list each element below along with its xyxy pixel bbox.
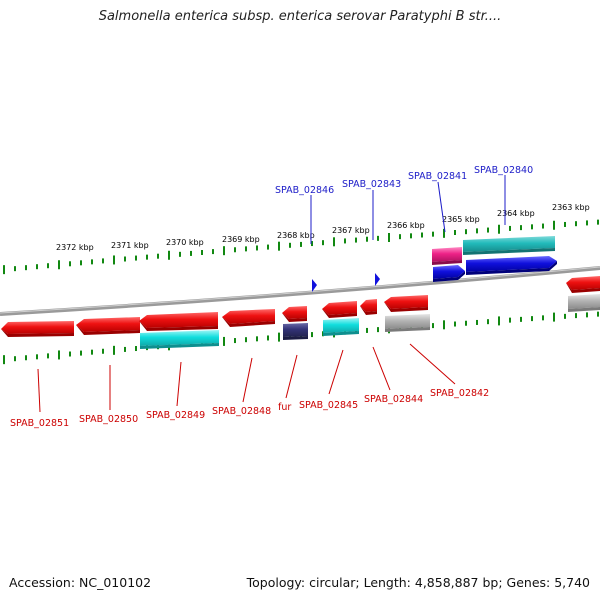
upper-scale-ticks — [3, 219, 599, 275]
gene-label-SPAB_02842[interactable]: SPAB_02842 — [430, 388, 489, 399]
gene-SPAB_02840[interactable] — [466, 256, 557, 275]
gene-label-SPAB_02841[interactable]: SPAB_02841 — [408, 171, 467, 182]
rna-SPAB_02845[interactable] — [323, 318, 359, 336]
top-label-connectors — [310, 175, 506, 244]
gene-SPAB_02845[interactable] — [322, 301, 357, 318]
map-title: Salmonella enterica subsp. enterica sero… — [98, 9, 502, 24]
gene-label-SPAB_02851[interactable]: SPAB_02851 — [10, 418, 69, 429]
bottom-label-connectors — [37, 343, 456, 413]
gene-SPAB_02850[interactable] — [76, 317, 140, 335]
accession-text: Accession: NC_010102 — [9, 575, 152, 590]
gene-label-SPAB_02840[interactable]: SPAB_02840 — [474, 165, 533, 176]
rna-SPAB_02840[interactable] — [463, 236, 555, 255]
scale-label: 2371 kbp — [111, 241, 149, 250]
rna-SPAB_02841[interactable] — [432, 247, 462, 265]
scale-label: 2369 kbp — [222, 235, 260, 244]
gene-SPAB_02849[interactable] — [139, 312, 218, 331]
scale-label: 2364 kbp — [497, 209, 535, 218]
gene-SPAB_02851[interactable] — [1, 321, 74, 337]
scale-label: 2372 kbp — [56, 243, 94, 252]
gene-label-SPAB_02850[interactable]: SPAB_02850 — [79, 414, 138, 425]
gene-label-SPAB_02843[interactable]: SPAB_02843 — [342, 179, 401, 190]
genome-backbone-highlight — [0, 266, 600, 314]
scale-label: 2363 kbp — [552, 203, 590, 212]
genome-summary-text: Topology: circular; Length: 4,858,887 bp… — [246, 575, 590, 590]
gene-label-SPAB_02849[interactable]: SPAB_02849 — [146, 410, 205, 421]
gene-SPAB_02848[interactable] — [222, 309, 275, 327]
scale-label: 2366 kbp — [387, 221, 425, 230]
gene-label-fur[interactable]: fur — [278, 402, 291, 413]
scale-label: 2365 kbp — [442, 215, 480, 224]
gene-fur[interactable] — [282, 306, 307, 322]
gene-label-SPAB_02845[interactable]: SPAB_02845 — [299, 400, 358, 411]
gene-label-SPAB_02846[interactable]: SPAB_02846 — [275, 185, 334, 196]
pseudo-SPAB_02842[interactable] — [385, 314, 430, 332]
gene-SPAB_02842[interactable] — [384, 295, 428, 312]
gene-label-SPAB_02844[interactable]: SPAB_02844 — [364, 394, 423, 405]
gene-SPAB_02844[interactable] — [360, 299, 377, 315]
scale-label: 2370 kbp — [166, 238, 204, 247]
gene-SPAB_02841[interactable] — [433, 265, 465, 282]
rna-fur[interactable] — [283, 323, 308, 340]
scale-label: 2368 kbp — [277, 231, 315, 240]
feature-marker-icon[interactable] — [375, 273, 380, 286]
feature-marker-icon[interactable] — [312, 279, 317, 292]
scale-label: 2367 kbp — [332, 226, 370, 235]
rna-SPAB_02849[interactable] — [140, 330, 219, 349]
pseudo-right-edge[interactable] — [568, 294, 600, 312]
gene-label-SPAB_02848[interactable]: SPAB_02848 — [212, 406, 271, 417]
genome-backbone — [0, 266, 600, 316]
gene-right-edge[interactable] — [566, 276, 600, 293]
